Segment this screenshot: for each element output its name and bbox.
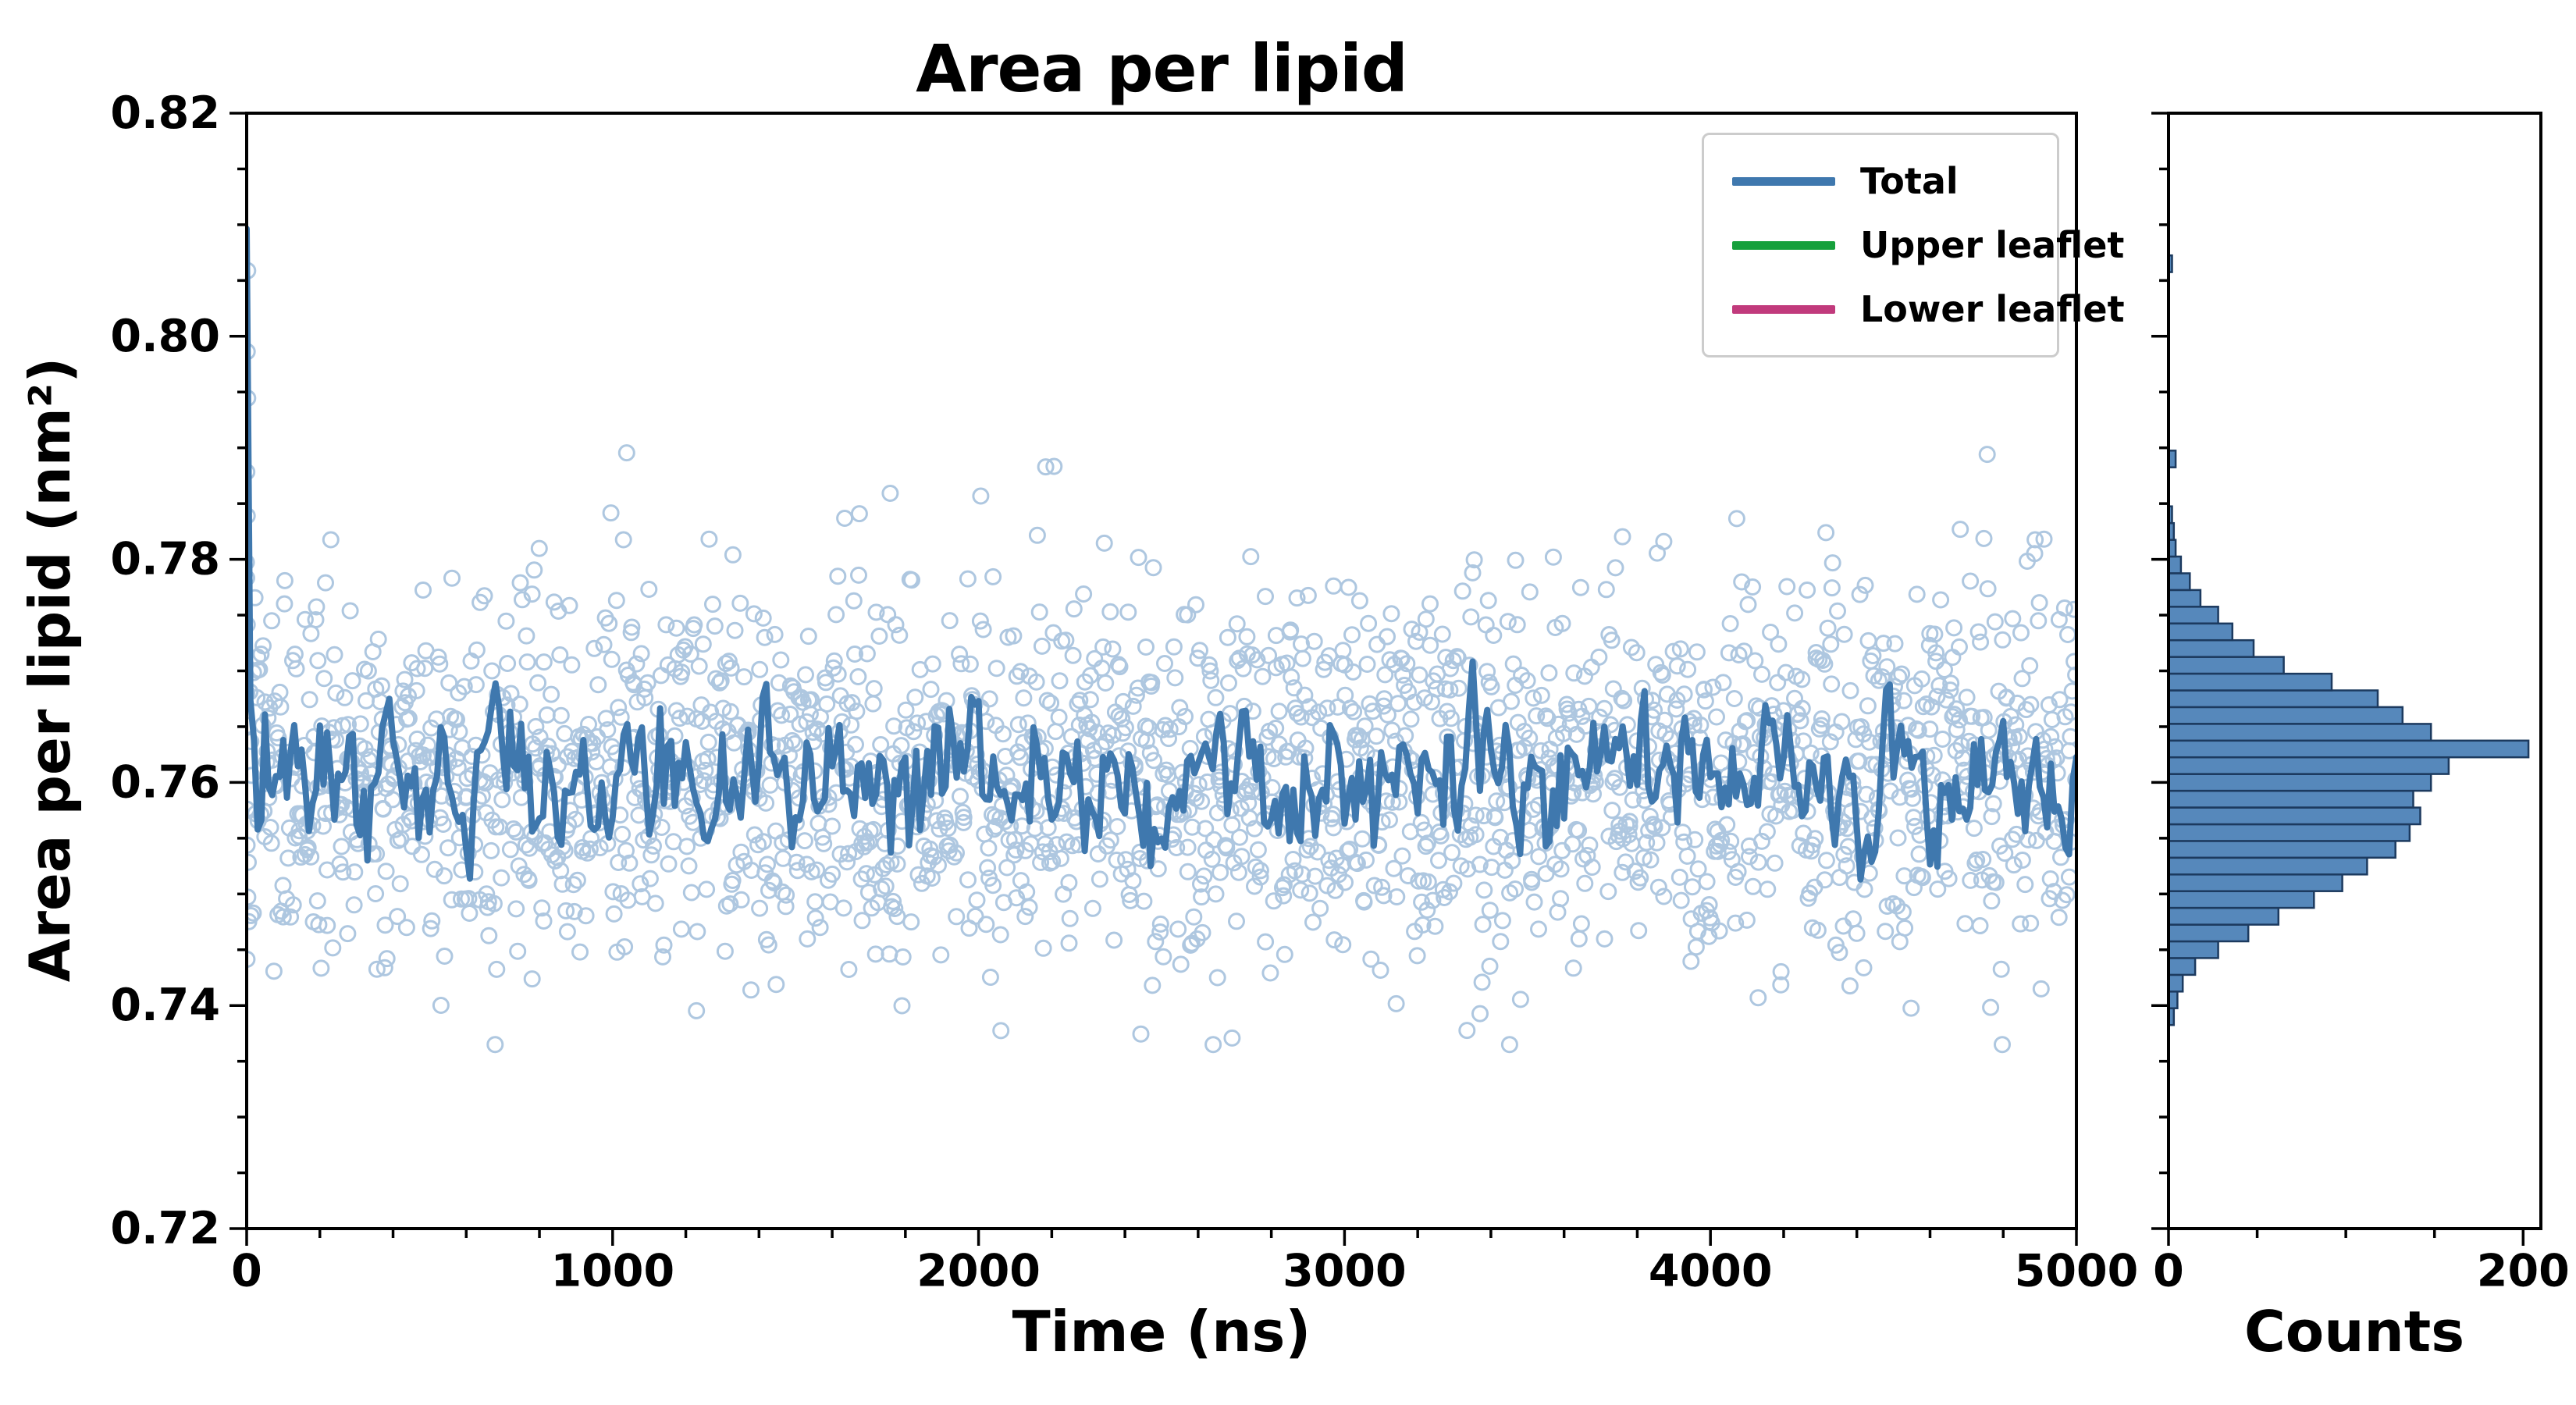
svg-text:5000: 5000 [2015,1246,2139,1297]
legend: Total Upper leaflet Lower leaflet [1702,133,2125,357]
svg-text:0: 0 [2153,1246,2184,1297]
svg-text:200: 200 [2477,1246,2570,1297]
chart-title: Area per lipid [916,30,1408,107]
y-axis-label: Area per lipid (nm²) [17,357,83,983]
svg-text:3000: 3000 [1283,1246,1407,1297]
svg-text:1000: 1000 [550,1246,674,1297]
axes-spines [245,112,2542,1230]
svg-text:0.72: 0.72 [110,1203,220,1254]
svg-text:0.80: 0.80 [110,311,220,362]
scatter-points [247,261,2076,1054]
svg-text:0.74: 0.74 [110,980,220,1031]
histogram-bars [2169,254,2530,1026]
legend-item-total: Total [1732,149,2029,213]
legend-item-upper-leaflet: Upper leaflet [1732,213,2124,277]
total-line [247,226,2076,883]
legend-swatch [1732,304,1835,314]
axes-ticks [229,112,2525,1246]
legend-label: Lower leaflet [1860,288,2125,330]
x-axis-label-counts: Counts [2243,1299,2465,1364]
svg-text:0.78: 0.78 [110,534,220,585]
legend-swatch [1732,240,1835,250]
tick-labels: 0 1000 2000 3000 4000 50000.720.740.760.780.8… [110,87,2569,1297]
legend-label: Total [1860,160,1959,202]
legend-label: Upper leaflet [1860,224,2125,266]
svg-text:0.76: 0.76 [110,756,220,808]
legend-swatch [1732,176,1835,186]
svg-text:0.82: 0.82 [110,87,220,139]
legend-item-lower-leaflet: Lower leaflet [1732,277,2125,341]
svg-text:4000: 4000 [1649,1246,1773,1297]
svg-text:2000: 2000 [916,1246,1041,1297]
x-axis-label-time: Time (ns) [1012,1299,1311,1364]
svg-text:0: 0 [231,1246,262,1297]
